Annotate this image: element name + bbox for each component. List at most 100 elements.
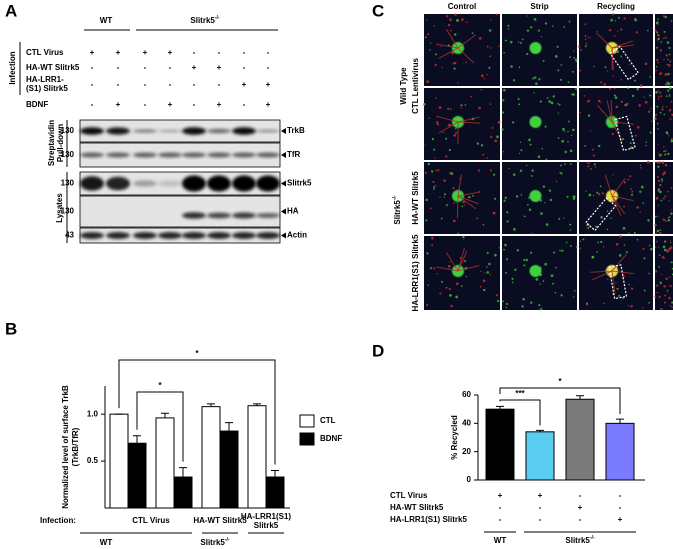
condition-label: HA-WT Slitrk5 [390,503,444,512]
panel-label: C [372,1,384,20]
y-axis-label-line: (TrkB/TfR) [71,427,80,466]
row-label: TfR [287,150,301,159]
puncta [572,93,576,96]
puncta [659,91,662,94]
puncta [556,45,559,48]
bar [265,476,285,509]
puncta [614,96,618,99]
puncta [656,229,660,233]
puncta [587,36,589,39]
puncta [655,196,659,200]
puncta [434,63,437,67]
puncta [544,22,548,25]
puncta [497,121,501,124]
error-bar [616,418,624,424]
puncta [567,140,569,143]
puncta [506,258,509,261]
puncta [636,125,640,129]
puncta [630,305,633,308]
puncta [519,169,523,172]
puncta [555,266,557,269]
blot-band [232,232,256,239]
puncta [586,302,589,305]
section-label: Streptavidin Pull-down [47,120,65,166]
puncta [528,208,532,211]
puncta [569,245,572,247]
puncta [506,220,509,223]
puncta [668,135,670,137]
significance-bracket [118,359,276,465]
puncta [606,228,609,231]
puncta [422,103,426,106]
puncta [603,83,606,86]
puncta [579,111,582,114]
puncta [503,248,505,251]
puncta [638,104,642,107]
puncta [664,163,668,167]
puncta [663,171,666,175]
puncta [615,242,619,246]
bar [219,430,239,509]
puncta [562,127,565,131]
condition-sign: + [498,491,503,500]
condition-sign: + [116,100,121,109]
y-tick-label: 0 [467,475,472,484]
y-tick-label: 20 [462,447,471,456]
puncta [512,173,516,176]
puncta [567,81,570,84]
puncta [574,58,578,61]
condition-sign: - [619,503,622,512]
genotype-label: Slitrk5-/- [392,195,402,225]
puncta [557,137,560,139]
puncta [505,302,509,306]
puncta [476,142,480,145]
condition-label: HA-LRR1(S1) Slitrk5 [390,515,467,524]
puncta [556,102,559,105]
puncta [639,211,641,213]
puncta [656,105,659,108]
puncta [433,148,436,151]
blot-band [80,232,104,239]
puncta [654,117,656,120]
puncta [459,177,461,180]
puncta [640,167,642,169]
puncta [592,154,595,157]
puncta [669,304,672,307]
puncta [526,29,530,32]
puncta [449,293,452,297]
bar [155,417,175,509]
puncta [667,152,670,156]
puncta [440,217,443,220]
puncta [470,95,472,98]
puncta [572,197,576,200]
column-header: Recycling [597,2,635,11]
puncta [572,296,575,298]
puncta [526,53,529,56]
puncta [557,112,559,114]
puncta [657,188,660,191]
puncta [429,207,432,210]
puncta [554,54,558,58]
puncta [528,138,531,142]
row-arrow [281,180,286,187]
puncta [658,95,660,98]
puncta [670,212,673,215]
puncta [494,197,497,200]
puncta [664,153,667,156]
puncta [636,206,639,209]
puncta [574,195,576,198]
puncta [489,55,492,58]
genotype-name: Slitrk5 [565,536,590,545]
blot-band [106,127,130,135]
puncta [530,26,533,29]
condition-label: HA-LRR1- [26,75,64,84]
neurite [611,44,634,49]
cell-body [529,265,542,277]
puncta [522,297,525,301]
puncta [542,60,545,62]
puncta [671,81,673,84]
condition-sign: + [217,100,222,109]
blot-band [158,180,182,187]
puncta [463,248,465,250]
puncta [482,279,486,283]
